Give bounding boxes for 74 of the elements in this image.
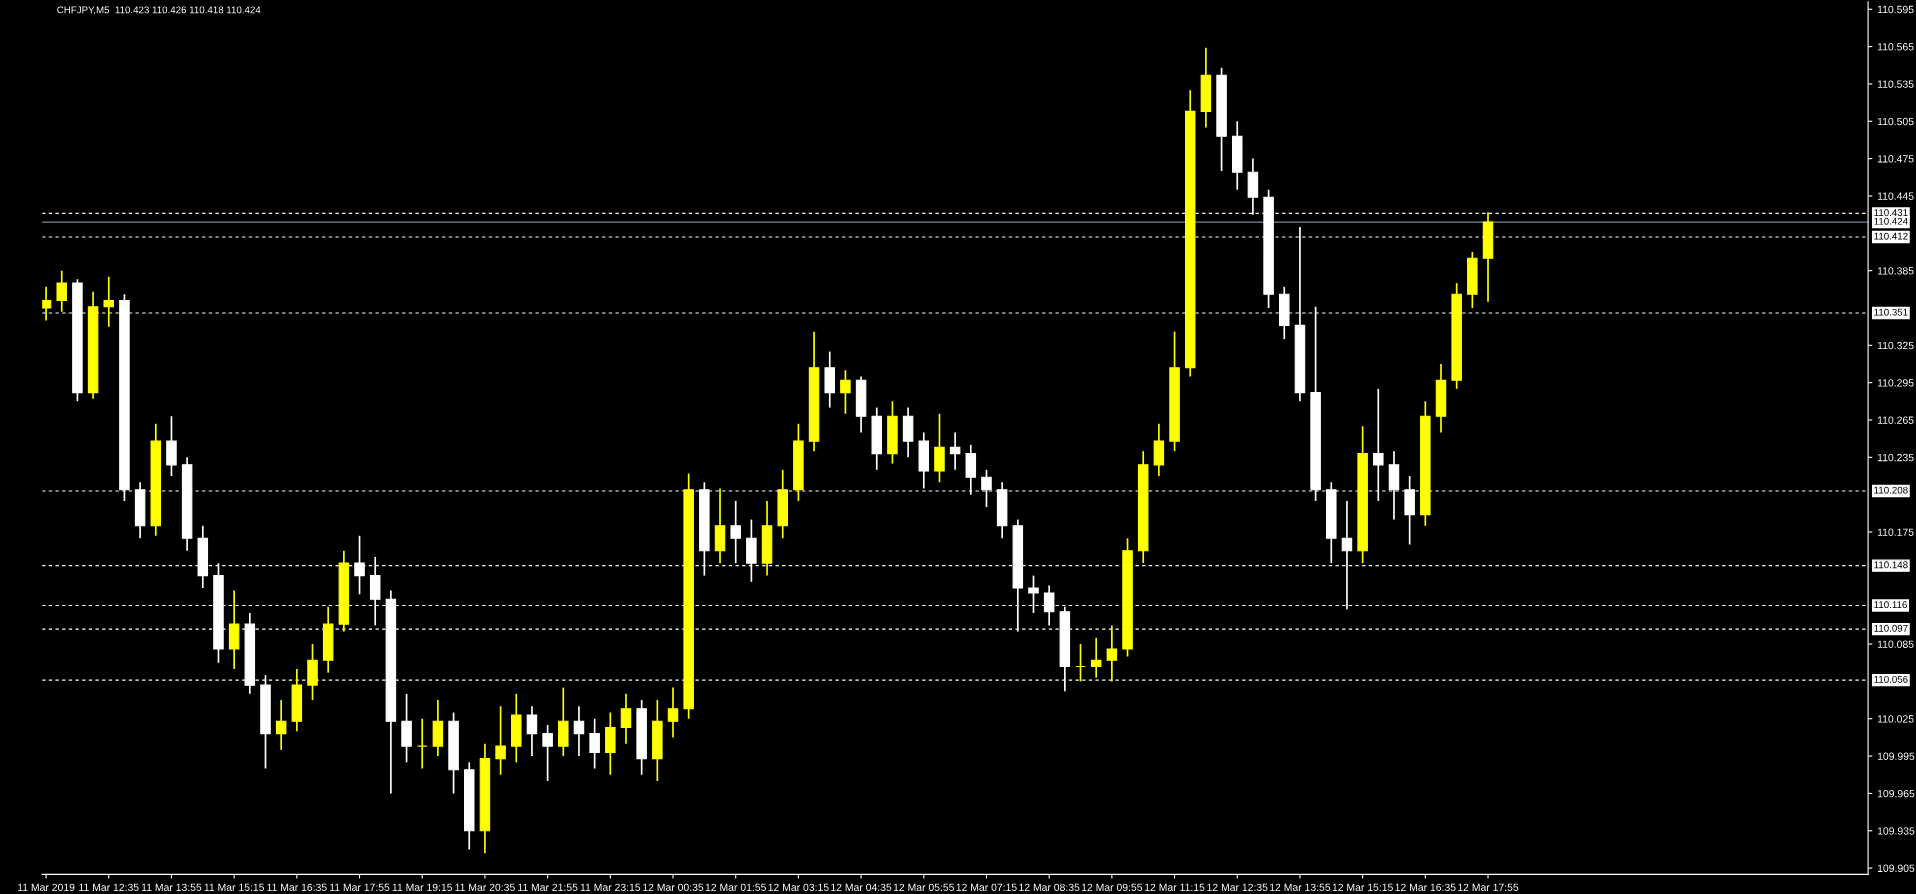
ref-line-label: 110.424 [1874,217,1908,225]
y-tick-label: 109.965 [1877,789,1915,798]
x-tick-label: 12 Mar 03:15 [768,883,829,892]
candlestick [56,269,68,313]
ref-line-label: 110.148 [1874,561,1908,569]
ref-line-label: 110.412 [1874,232,1908,240]
candlestick [1090,637,1102,679]
x-tick-label: 11 Mar 13:55 [141,883,202,892]
ref-line-label: 110.208 [1874,486,1908,494]
candlestick [667,686,679,739]
y-tick-label: 110.565 [1877,43,1914,51]
x-tick-label: 11 Mar 2019 [18,883,75,892]
candlestick [275,699,287,751]
candlestick [1075,643,1086,683]
candlestick [730,500,741,564]
x-tick-label: 12 Mar 08:35 [1019,883,1080,892]
y-tick-label: 110.475 [1877,155,1914,163]
candlestick [589,717,600,770]
x-tick-label: 11 Mar 12:35 [79,883,139,892]
x-tick-label: 12 Mar 11:15 [1145,883,1205,892]
y-tick-label: 110.325 [1877,341,1914,350]
y-tick-label: 110.445 [1877,192,1914,200]
x-tick-label: 12 Mar 13:55 [1270,883,1331,892]
y-tick-label: 110.505 [1877,117,1914,126]
candlestick [934,412,945,484]
y-tick-label: 110.085 [1877,640,1914,648]
x-tick-label: 12 Mar 12:35 [1207,883,1268,892]
x-tick-label: 11 Mar 17:55 [330,883,390,892]
x-tick-label: 11 Mar 23:15 [580,883,641,892]
y-tick-label: 110.295 [1877,379,1914,387]
y-tick-label: 110.595 [1877,5,1914,14]
ref-line-label: 110.116 [1874,601,1907,609]
y-tick-label: 110.025 [1877,715,1914,723]
x-tick-label: 12 Mar 01:55 [705,883,766,892]
candlestick [1153,422,1165,477]
x-tick-label: 11 Mar 15:15 [204,883,265,892]
y-tick-label: 109.995 [1877,752,1915,760]
candlestick [42,285,52,322]
x-tick-label: 11 Mar 21:55 [518,883,578,892]
y-tick-label: 110.175 [1877,528,1914,536]
candlestick [620,693,632,745]
candlestick [416,717,428,770]
x-tick-label: 12 Mar 16:35 [1395,883,1456,892]
x-tick-label: 12 Mar 00:35 [643,883,704,892]
y-tick-label: 110.535 [1877,80,1914,88]
x-tick-label: 11 Mar 20:35 [455,883,515,892]
ref-line-label: 110.097 [1874,624,1908,632]
candlestick [1106,624,1118,683]
y-tick-label: 110.265 [1877,416,1914,424]
candlestick [166,415,177,477]
candlestick [949,431,961,471]
candlestick [573,705,585,757]
chart-title: CHFJPY,M5 110.423 110.426 110.418 110.424 [57,6,261,15]
y-tick-label: 110.235 [1877,453,1914,462]
candlestick [103,276,115,328]
ref-line-label: 110.056 [1874,675,1908,683]
x-tick-label: 12 Mar 07:15 [956,883,1017,892]
candlestick [526,705,538,757]
x-tick-label: 12 Mar 04:35 [831,883,892,892]
candlestick [1373,388,1384,502]
ref-line-label: 110.351 [1874,308,1908,316]
y-tick-label: 109.935 [1877,827,1915,835]
x-tick-label: 12 Mar 17:55 [1458,883,1519,892]
x-tick-label: 12 Mar 09:55 [1081,883,1143,892]
x-tick-label: 12 Mar 15:15 [1332,883,1393,892]
x-tick-label: 12 Mar 05:55 [893,883,955,892]
ref-line-label: 110.431 [1874,209,1908,216]
candlestick [542,724,553,782]
candlestick [495,705,506,776]
candlestick [840,369,851,415]
y-tick-label: 109.905 [1877,864,1915,872]
x-tick-label: 11 Mar 16:35 [267,883,327,892]
y-tick-label: 110.385 [1877,267,1914,275]
x-tick-label: 11 Mar 19:15 [392,883,453,892]
